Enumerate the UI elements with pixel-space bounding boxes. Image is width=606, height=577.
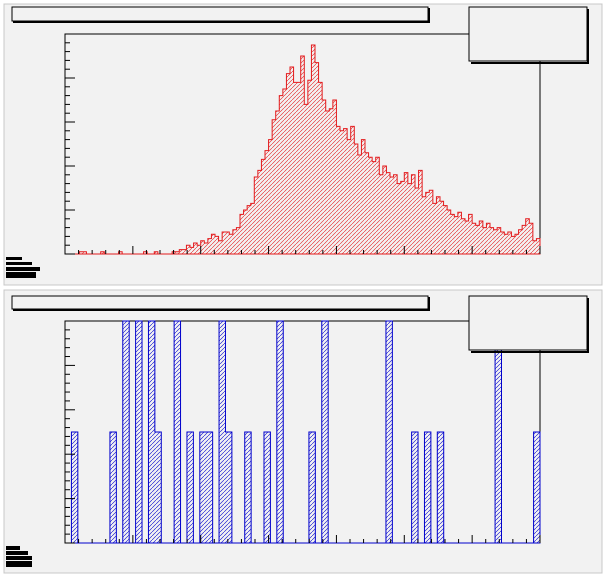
corner-label-glyph	[6, 551, 28, 555]
corner-label-glyph	[6, 267, 40, 271]
corner-label-glyph	[6, 257, 22, 260]
corner-label-glyph	[6, 546, 20, 550]
corner-label-glyph	[6, 262, 32, 265]
corner-label-glyph	[6, 272, 36, 278]
bottom-histogram-pad	[3, 289, 603, 574]
legend-box	[468, 295, 588, 351]
legend-box	[468, 6, 588, 62]
histogram-outline	[65, 44, 541, 255]
x-axis-ticks	[64, 246, 541, 254]
plot-frame	[64, 320, 541, 544]
title-box	[11, 6, 429, 22]
y-axis-ticks	[65, 320, 75, 544]
corner-label-glyph	[6, 556, 32, 560]
top-histogram-pad	[3, 3, 603, 286]
histogram-outline	[65, 320, 541, 544]
x-axis-ticks	[64, 535, 541, 543]
y-axis-ticks	[65, 33, 75, 255]
title-box	[11, 295, 429, 310]
corner-label-glyph	[6, 561, 32, 567]
overlapping-axis-labels	[6, 257, 40, 567]
